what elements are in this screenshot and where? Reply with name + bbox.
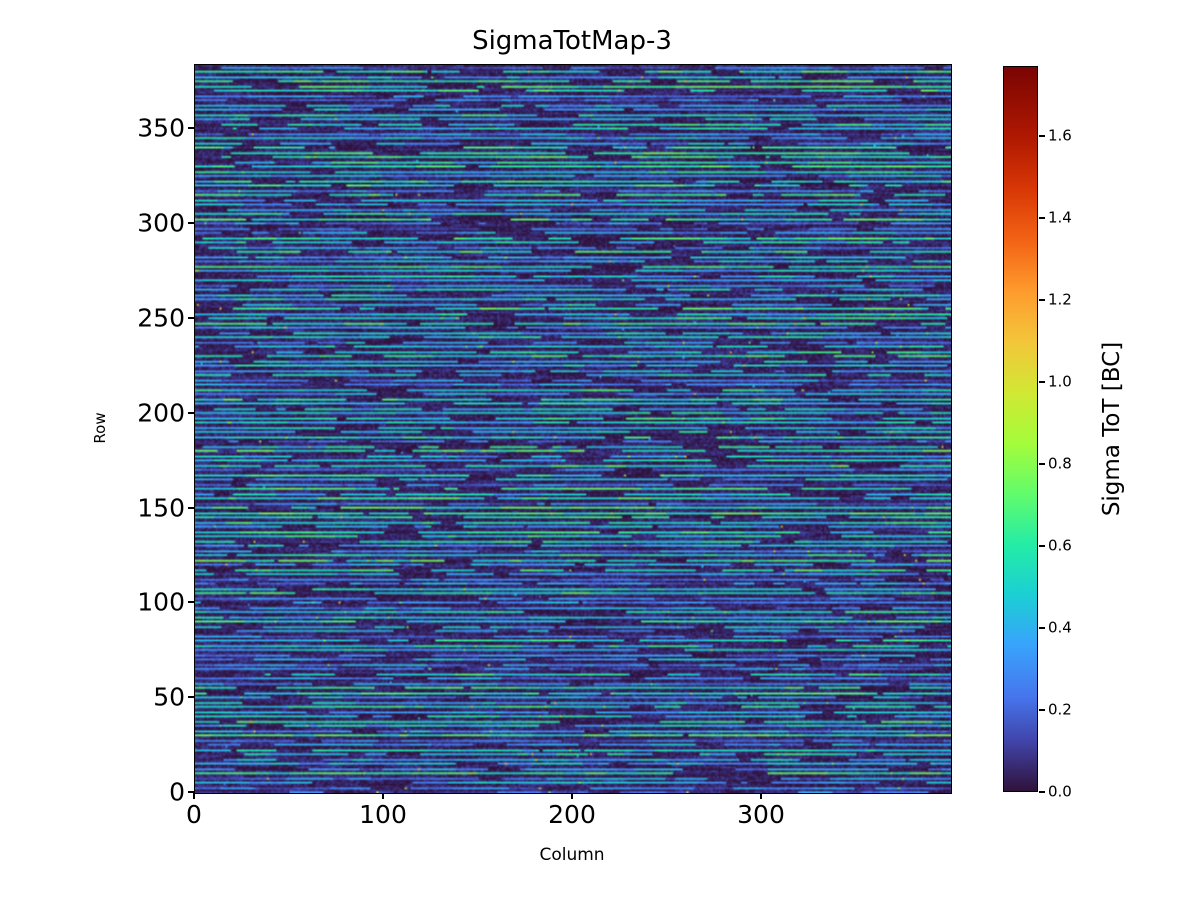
colorbar-tick-mark [1039, 462, 1045, 465]
y-tick-label: 300 [137, 208, 185, 238]
x-tick-label: 100 [359, 800, 407, 829]
heatmap-plot-area[interactable] [194, 64, 952, 794]
x-tick-label: 200 [548, 800, 596, 829]
colorbar-tick-mark [1039, 298, 1045, 301]
colorbar-tick-label: 0.6 [1048, 536, 1072, 555]
x-tick-label: 300 [737, 800, 785, 829]
colorbar-tick-mark [1039, 708, 1045, 711]
colorbar-gradient [1003, 66, 1038, 792]
y-tick-label: 0 [169, 777, 185, 807]
x-axis-label: Column [539, 845, 605, 865]
y-tick-mark [188, 696, 194, 699]
page-title: SigmaTotMap-3 [472, 26, 672, 56]
colorbar-tick-mark [1039, 216, 1045, 219]
y-tick-label: 50 [153, 682, 185, 712]
colorbar-tick-mark [1039, 626, 1045, 629]
colorbar-tick-mark [1039, 544, 1045, 547]
y-tick-mark [188, 601, 194, 604]
x-tick-mark [382, 793, 384, 799]
colorbar-tick-label: 1.0 [1048, 372, 1072, 391]
colorbar-tick-mark [1039, 380, 1045, 383]
y-tick-mark [188, 791, 194, 793]
x-tick-mark [760, 793, 762, 799]
x-axis: Column 0 100 200 300 [0, 793, 1200, 893]
y-tick-label: 350 [137, 113, 185, 143]
x-tick-mark [571, 793, 573, 799]
y-axis: Row 0 50 100 150 200 250 300 350 [0, 0, 194, 900]
colorbar-tick-label: 0.8 [1048, 454, 1072, 473]
heatmap-image [195, 65, 951, 793]
x-tick-mark [193, 793, 195, 799]
colorbar-tick-label: 0.0 [1048, 782, 1072, 801]
colorbar-tick-label: 0.4 [1048, 618, 1072, 637]
y-tick-mark [188, 411, 194, 414]
y-axis-label: Row [91, 412, 109, 444]
y-tick-label: 150 [137, 493, 185, 523]
colorbar-label: Sigma ToT [BC] [1099, 341, 1125, 517]
colorbar-tick-mark [1039, 134, 1045, 137]
colorbar-tick-label: 1.6 [1048, 126, 1072, 145]
y-tick-mark [188, 127, 194, 130]
colorbar-tick-label: 0.2 [1048, 700, 1072, 719]
y-tick-label: 250 [137, 303, 185, 333]
colorbar-tick-label: 1.4 [1048, 208, 1072, 227]
y-tick-label: 100 [137, 587, 185, 617]
y-tick-mark [188, 317, 194, 320]
y-tick-label: 200 [137, 398, 185, 428]
colorbar-tick-mark [1039, 791, 1045, 793]
y-tick-mark [188, 506, 194, 509]
y-tick-mark [188, 222, 194, 225]
colorbar[interactable]: 0.0 0.2 0.4 0.6 0.8 1.0 1.2 1.4 1.6 [1003, 66, 1072, 799]
x-tick-label: 0 [186, 800, 202, 829]
colorbar-tick-label: 1.2 [1048, 290, 1072, 309]
